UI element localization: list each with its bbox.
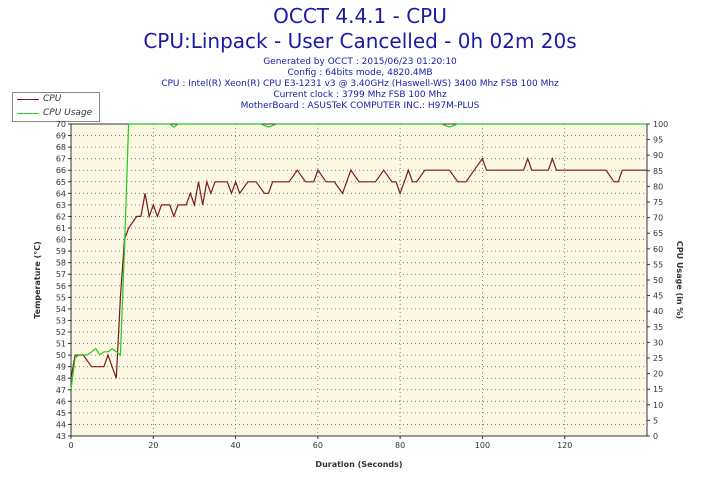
chart-title: OCCT 4.4.1 - CPU — [273, 4, 447, 28]
info-motherboard: MotherBoard : ASUSTeK COMPUTER INC.: H97… — [240, 101, 480, 111]
y2-tick-label: 65 — [653, 229, 663, 238]
y-tick-label: 48 — [56, 374, 66, 383]
x-tick-label: 20 — [148, 441, 158, 450]
y-tick-label: 58 — [56, 259, 66, 268]
y2-tick-label: 10 — [653, 401, 663, 410]
plot-area — [71, 124, 647, 436]
y-tick-label: 55 — [56, 293, 66, 302]
y2-tick-label: 30 — [653, 338, 663, 347]
y-tick-label: 44 — [56, 420, 66, 429]
x-tick-label: 40 — [230, 441, 240, 450]
y-tick-label: 46 — [56, 397, 66, 406]
y2-tick-label: 80 — [653, 182, 663, 191]
y-tick-label: 62 — [56, 212, 66, 221]
y2-tick-label: 45 — [653, 292, 663, 301]
x-axis-label: Duration (Seconds) — [315, 460, 402, 469]
y2-tick-label: 55 — [653, 260, 663, 269]
y-tick-label: 59 — [56, 247, 66, 256]
y-tick-label: 67 — [56, 155, 66, 164]
chart-legend: CPU CPU Usage — [12, 92, 100, 122]
y-tick-label: 66 — [56, 166, 66, 175]
y-tick-label: 52 — [56, 328, 66, 337]
info-clock: Current clock : 3799 Mhz FSB 100 Mhz — [273, 90, 447, 100]
y-tick-label: 57 — [56, 270, 66, 279]
x-tick-label: 100 — [475, 441, 490, 450]
y2-tick-label: 35 — [653, 323, 663, 332]
y-tick-label: 69 — [56, 132, 66, 141]
y-tick-label: 54 — [56, 305, 66, 314]
y-tick-label: 70 — [56, 120, 66, 129]
y2-tick-label: 70 — [653, 214, 663, 223]
y2-tick-label: 60 — [653, 245, 663, 254]
legend-label-cpu: CPU — [43, 94, 62, 104]
y-tick-label: 45 — [56, 409, 66, 418]
y2-tick-label: 25 — [653, 354, 663, 363]
y-tick-label: 68 — [56, 143, 66, 152]
series-line-cpu-usage — [70, 123, 647, 390]
info-generated: Generated by OCCT : 2015/06/23 01:20:10 — [263, 57, 457, 67]
y-tick-label: 65 — [56, 178, 66, 187]
legend-swatch-cpu-usage — [17, 113, 39, 114]
y2-tick-label: 0 — [653, 432, 658, 441]
y-tick-label: 50 — [56, 351, 66, 360]
x-tick-label: 120 — [557, 441, 572, 450]
y-tick-label: 47 — [56, 386, 66, 395]
legend-entry-cpu-usage: CPU Usage — [13, 107, 99, 120]
legend-label-cpu-usage: CPU Usage — [43, 108, 93, 118]
y2-tick-label: 90 — [653, 151, 663, 160]
y-tick-label: 56 — [56, 282, 66, 291]
y2-axis-label: CPU Usage (in %) — [675, 241, 684, 319]
y-tick-label: 53 — [56, 316, 66, 325]
y-tick-label: 64 — [56, 189, 66, 198]
y2-tick-label: 50 — [653, 276, 663, 285]
y-tick-label: 63 — [56, 201, 66, 210]
series-line-cpu — [70, 156, 647, 379]
legend-entry-cpu: CPU — [13, 93, 99, 106]
x-tick-label: 0 — [68, 441, 73, 450]
y-axis-label: Temperature (°C) — [33, 241, 42, 319]
y-tick-label: 49 — [56, 363, 66, 372]
y-tick-label: 60 — [56, 236, 66, 245]
y-tick-label: 61 — [56, 224, 66, 233]
y2-tick-label: 20 — [653, 370, 663, 379]
x-tick-label: 80 — [395, 441, 405, 450]
x-tick-label: 60 — [313, 441, 323, 450]
y2-tick-label: 15 — [653, 385, 663, 394]
info-cpu: CPU : Intel(R) Xeon(R) CPU E3-1231 v3 @ … — [161, 79, 559, 89]
y2-tick-label: 85 — [653, 167, 663, 176]
y2-tick-label: 40 — [653, 307, 663, 316]
y-tick-label: 43 — [56, 432, 66, 441]
y-tick-label: 51 — [56, 340, 66, 349]
chart-subtitle: CPU:Linpack - User Cancelled - 0h 02m 20… — [143, 29, 577, 53]
y2-tick-label: 75 — [653, 198, 663, 207]
y2-tick-label: 95 — [653, 136, 663, 145]
info-config: Config : 64bits mode, 4820.4MB — [287, 68, 433, 78]
y2-tick-label: 100 — [653, 120, 668, 129]
legend-swatch-cpu — [17, 99, 39, 100]
y2-tick-label: 5 — [653, 416, 658, 425]
